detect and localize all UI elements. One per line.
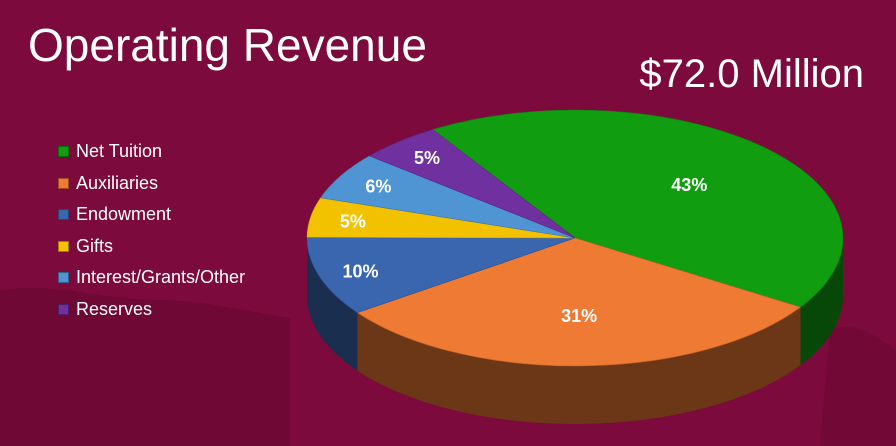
legend-swatch <box>58 303 69 315</box>
chart-legend: Net Tuition Auxiliaries Endowment Gifts Inte… <box>58 136 245 325</box>
data-label: 43% <box>671 175 707 195</box>
pie-slice-side <box>357 307 801 425</box>
legend-swatch <box>58 177 69 189</box>
legend-label: Auxiliaries <box>76 172 159 193</box>
legend-label: Gifts <box>76 235 114 256</box>
legend-swatch <box>58 209 69 221</box>
legend-item: Gifts <box>58 231 245 263</box>
legend-item: Reserves <box>58 294 245 326</box>
data-label: 31% <box>561 306 597 326</box>
pie-slice <box>431 109 844 308</box>
page-title: Operating Revenue <box>28 19 427 71</box>
data-label: 5% <box>340 212 366 232</box>
data-label: 10% <box>343 262 379 282</box>
total-revenue: $72.0 Million <box>639 52 864 96</box>
legend-swatch <box>58 272 69 284</box>
pie-slice <box>356 237 802 367</box>
pie-slice-side <box>800 238 843 366</box>
data-label: 6% <box>365 177 391 197</box>
legend-item: Net Tuition <box>58 136 245 168</box>
legend-item: Auxiliaries <box>58 168 245 200</box>
legend-label: Interest/Grants/Other <box>76 267 246 288</box>
legend-item: Interest/Grants/Other <box>58 262 245 294</box>
legend-item: Endowment <box>58 199 245 231</box>
legend-swatch <box>58 240 69 252</box>
legend-label: Endowment <box>76 204 172 225</box>
data-label: 5% <box>414 148 440 168</box>
legend-swatch <box>58 146 69 158</box>
legend-label: Net Tuition <box>76 141 163 162</box>
pie-slice-side <box>307 238 358 371</box>
legend-label: Reserves <box>76 298 153 319</box>
pie-slice <box>306 236 576 313</box>
pie-slice <box>368 129 576 239</box>
